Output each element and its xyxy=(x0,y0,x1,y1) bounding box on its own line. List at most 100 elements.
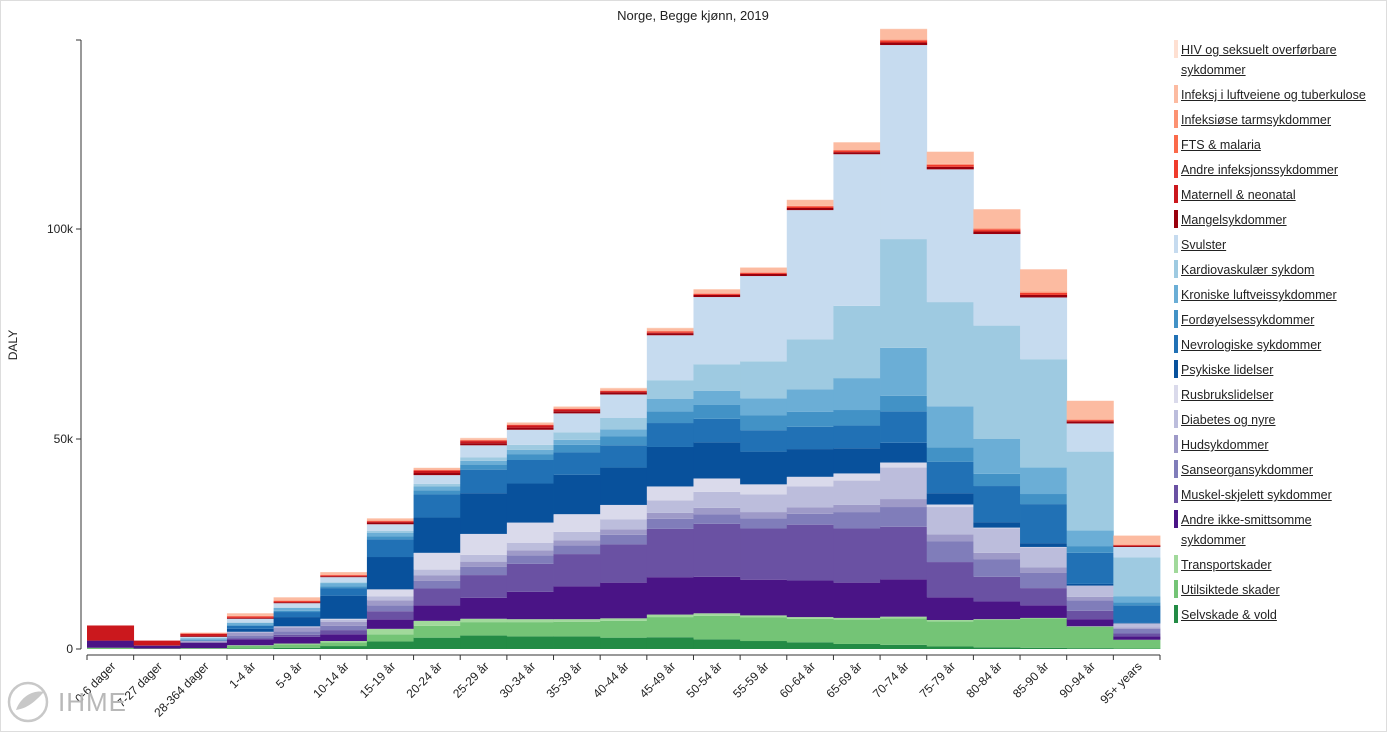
bar-segment[interactable] xyxy=(460,533,508,555)
bar-segment[interactable] xyxy=(646,446,694,487)
bar-segment[interactable] xyxy=(226,613,275,616)
bar-segment[interactable] xyxy=(646,577,694,615)
bar-segment[interactable] xyxy=(973,234,1021,326)
bar-segment[interactable] xyxy=(786,449,834,477)
bar-segment[interactable] xyxy=(226,639,275,646)
bar-segment[interactable] xyxy=(693,491,741,508)
bar-segment[interactable] xyxy=(693,613,741,616)
bar-segment[interactable] xyxy=(1066,619,1114,627)
bar-segment[interactable] xyxy=(833,378,881,411)
bar-segment[interactable] xyxy=(880,618,928,645)
bar-segment[interactable] xyxy=(273,634,321,637)
bar-segment[interactable] xyxy=(1020,494,1068,505)
bar-segment[interactable] xyxy=(880,411,928,443)
bar-segment[interactable] xyxy=(740,512,788,519)
bar-segment[interactable] xyxy=(973,229,1021,232)
bar-segment[interactable] xyxy=(693,390,741,405)
legend-label[interactable]: Infeksj i luftveiene og tuberkulose xyxy=(1181,88,1366,102)
bar-segment[interactable] xyxy=(226,628,275,632)
bar-segment[interactable] xyxy=(460,445,508,458)
bar-segment[interactable] xyxy=(460,464,508,470)
bar-segment[interactable] xyxy=(273,603,321,608)
bar-segment[interactable] xyxy=(226,622,275,626)
bar-segment[interactable] xyxy=(506,555,554,564)
bar-segment[interactable] xyxy=(973,619,1021,621)
bar-segment[interactable] xyxy=(740,617,788,642)
bar-segment[interactable] xyxy=(693,442,741,479)
bar-segment[interactable] xyxy=(880,526,928,580)
bar-segment[interactable] xyxy=(693,576,741,614)
bar-segment[interactable] xyxy=(413,625,461,638)
legend-label[interactable]: FTS & malaria xyxy=(1181,138,1261,152)
bar-segment[interactable] xyxy=(366,518,414,521)
bar-segment[interactable] xyxy=(646,500,694,513)
legend-item[interactable]: Transportskader xyxy=(1174,555,1374,575)
bar-segment[interactable] xyxy=(693,523,741,577)
bar-segment[interactable] xyxy=(413,569,461,576)
bar-segment[interactable] xyxy=(833,528,881,583)
bar-segment[interactable] xyxy=(226,645,275,649)
bar-segment[interactable] xyxy=(553,406,601,409)
bar-segment[interactable] xyxy=(1066,420,1114,422)
bar-segment[interactable] xyxy=(1066,530,1114,547)
bar-segment[interactable] xyxy=(600,388,648,391)
bar-segment[interactable] xyxy=(506,483,554,523)
bar-segment[interactable] xyxy=(833,617,881,620)
bar-segment[interactable] xyxy=(320,641,368,643)
bar-segment[interactable] xyxy=(506,427,554,430)
bar-segment[interactable] xyxy=(506,449,554,455)
bar-segment[interactable] xyxy=(1020,647,1068,649)
bar-segment[interactable] xyxy=(926,507,974,535)
bar-segment[interactable] xyxy=(320,572,368,575)
bar-segment[interactable] xyxy=(460,597,508,619)
bar-segment[interactable] xyxy=(880,499,928,508)
bar-segment[interactable] xyxy=(273,644,321,648)
bar-segment[interactable] xyxy=(926,166,974,170)
bar-segment[interactable] xyxy=(366,634,414,642)
bar-segment[interactable] xyxy=(646,637,694,649)
bar-segment[interactable] xyxy=(1066,400,1114,420)
bar-segment[interactable] xyxy=(880,347,928,396)
bar-segment[interactable] xyxy=(786,513,834,525)
bar-segment[interactable] xyxy=(833,643,881,649)
bar-segment[interactable] xyxy=(320,577,368,583)
bar-segment[interactable] xyxy=(1020,297,1068,360)
bar-segment[interactable] xyxy=(180,635,228,637)
bar-segment[interactable] xyxy=(1113,627,1161,629)
legend-item[interactable]: Maternell & neonatal xyxy=(1174,185,1374,205)
bar-segment[interactable] xyxy=(600,390,648,392)
bar-segment[interactable] xyxy=(1066,421,1114,424)
bar-segment[interactable] xyxy=(366,532,414,537)
bar-segment[interactable] xyxy=(1020,467,1068,495)
bar-segment[interactable] xyxy=(926,151,974,164)
bar-segment[interactable] xyxy=(880,507,928,527)
bar-segment[interactable] xyxy=(833,152,881,155)
legend-item[interactable]: Psykiske lidelser xyxy=(1174,360,1374,380)
bar-segment[interactable] xyxy=(786,524,834,581)
bar-segment[interactable] xyxy=(740,273,788,277)
bar-segment[interactable] xyxy=(833,410,881,426)
bar-segment[interactable] xyxy=(320,619,368,622)
bar-segment[interactable] xyxy=(973,231,1021,235)
legend-label[interactable]: Utilsiktede skader xyxy=(1181,583,1280,597)
bar-segment[interactable] xyxy=(646,486,694,501)
bar-segment[interactable] xyxy=(320,586,368,589)
bar-segment[interactable] xyxy=(87,625,135,641)
bar-segment[interactable] xyxy=(1020,359,1068,468)
legend-label[interactable]: Sanseorgansykdommer xyxy=(1181,463,1314,477)
bar-segment[interactable] xyxy=(973,576,1021,602)
legend-label[interactable]: Hudsykdommer xyxy=(1181,438,1269,452)
bar-segment[interactable] xyxy=(273,631,321,635)
bar-segment[interactable] xyxy=(600,519,648,530)
bar-segment[interactable] xyxy=(693,364,741,391)
bar-segment[interactable] xyxy=(180,639,228,641)
bar-segment[interactable] xyxy=(600,445,648,468)
bar-segment[interactable] xyxy=(320,588,368,596)
bar-segment[interactable] xyxy=(833,425,881,449)
legend-label[interactable]: Andre infeksjonssykdommer xyxy=(1181,163,1339,177)
bar-segment[interactable] xyxy=(973,325,1021,439)
bar-segment[interactable] xyxy=(506,636,554,649)
bar-segment[interactable] xyxy=(553,619,601,622)
bar-segment[interactable] xyxy=(786,389,834,412)
bar-segment[interactable] xyxy=(226,617,275,619)
